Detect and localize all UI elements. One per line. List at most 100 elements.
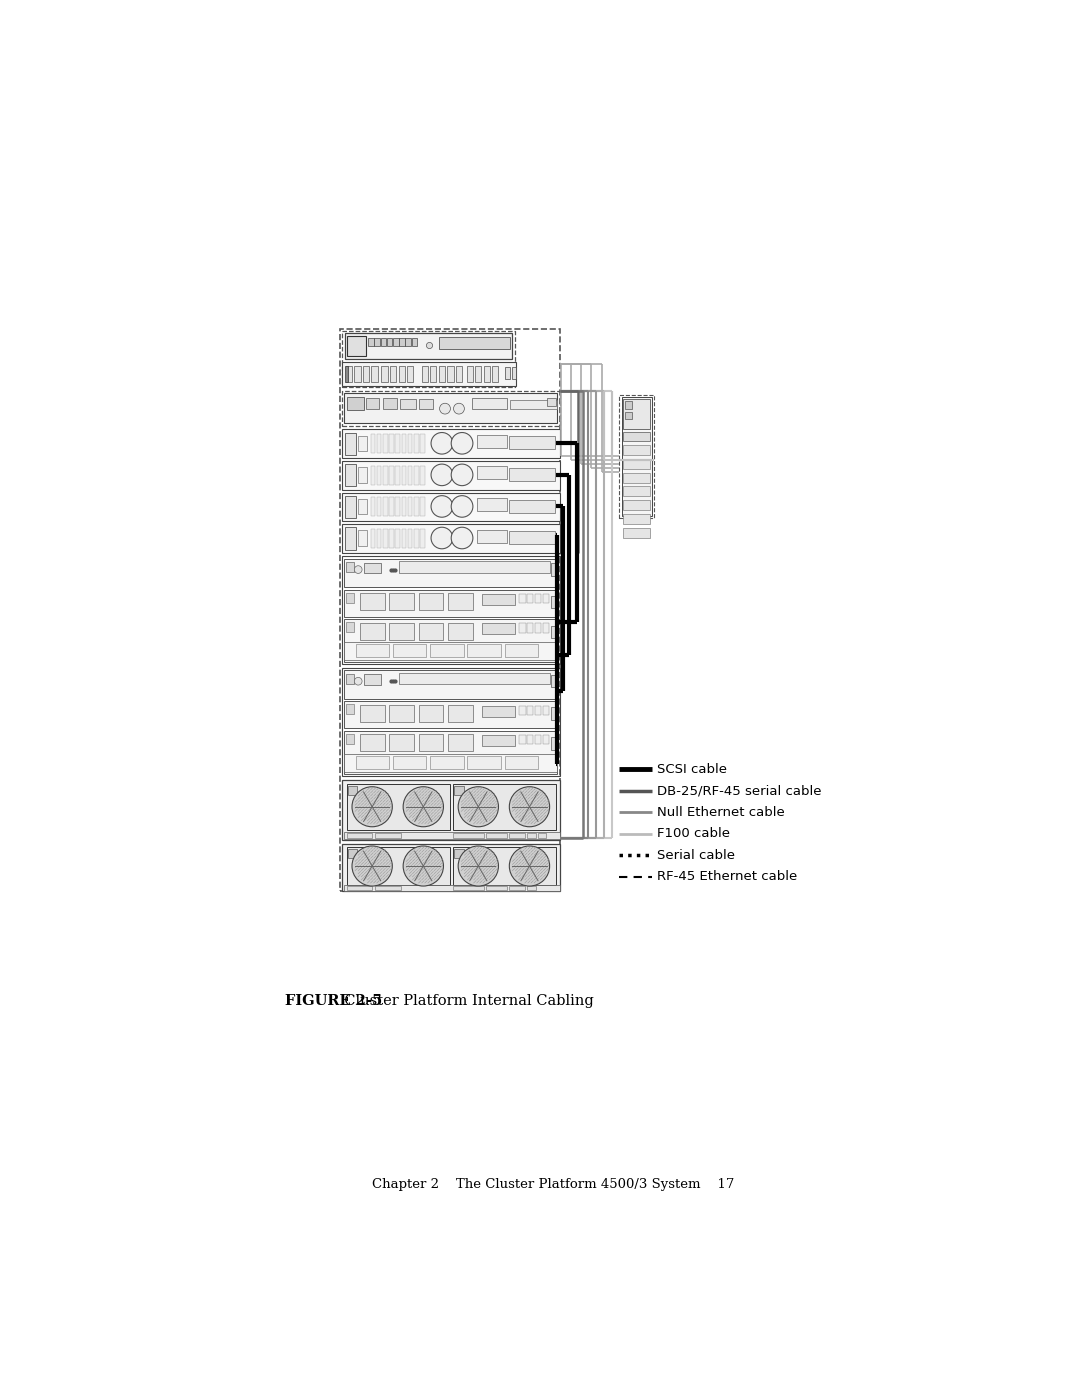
Bar: [345, 464, 356, 486]
Bar: [342, 524, 559, 553]
Bar: [345, 619, 557, 662]
Bar: [622, 397, 652, 515]
Bar: [359, 531, 367, 546]
Bar: [408, 529, 413, 548]
Bar: [345, 833, 559, 840]
Bar: [623, 528, 650, 538]
Bar: [519, 735, 526, 745]
Bar: [551, 626, 556, 638]
Bar: [375, 833, 401, 838]
Bar: [527, 886, 537, 890]
Bar: [370, 465, 375, 485]
Bar: [346, 673, 353, 683]
Bar: [482, 623, 515, 634]
Bar: [504, 756, 538, 768]
Bar: [475, 366, 482, 381]
Text: Chapter 2    The Cluster Platform 4500/3 System    17: Chapter 2 The Cluster Platform 4500/3 Sy…: [373, 1178, 734, 1190]
Bar: [408, 434, 413, 453]
Bar: [510, 436, 555, 450]
Bar: [345, 590, 557, 616]
Bar: [468, 644, 501, 658]
Bar: [377, 529, 381, 548]
Bar: [527, 705, 534, 715]
Bar: [551, 707, 556, 719]
Bar: [370, 529, 375, 548]
Bar: [383, 434, 388, 453]
Bar: [476, 529, 507, 542]
Bar: [625, 412, 632, 419]
Bar: [400, 398, 416, 409]
Bar: [389, 735, 414, 752]
Bar: [527, 735, 534, 745]
Circle shape: [431, 464, 453, 486]
Bar: [348, 397, 364, 411]
Bar: [345, 559, 557, 587]
Bar: [375, 338, 380, 345]
Bar: [430, 756, 463, 768]
Bar: [419, 623, 444, 640]
Bar: [395, 434, 400, 453]
Bar: [348, 849, 357, 858]
Bar: [448, 623, 473, 640]
Bar: [482, 705, 515, 717]
Bar: [453, 784, 556, 830]
Circle shape: [451, 496, 473, 517]
Bar: [455, 849, 463, 858]
Bar: [342, 429, 559, 458]
Circle shape: [510, 787, 550, 827]
Bar: [342, 556, 559, 665]
Bar: [345, 671, 557, 698]
Bar: [342, 391, 559, 426]
Bar: [468, 756, 501, 768]
Text: DB-25/RF-45 serial cable: DB-25/RF-45 serial cable: [657, 784, 821, 798]
Bar: [414, 465, 419, 485]
Bar: [527, 623, 534, 633]
Bar: [456, 366, 462, 381]
Bar: [407, 366, 414, 381]
Bar: [395, 497, 400, 517]
Text: Null Ethernet cable: Null Ethernet cable: [657, 806, 784, 819]
Bar: [623, 398, 650, 429]
Bar: [380, 338, 387, 345]
Bar: [453, 886, 484, 890]
Bar: [476, 497, 507, 511]
Bar: [381, 366, 388, 381]
Bar: [512, 367, 516, 380]
Bar: [347, 847, 449, 886]
Bar: [345, 366, 348, 381]
Bar: [346, 733, 353, 743]
Circle shape: [440, 404, 450, 414]
Bar: [345, 393, 557, 423]
Bar: [422, 366, 428, 381]
Bar: [414, 497, 419, 517]
Bar: [447, 366, 454, 381]
Bar: [345, 731, 557, 774]
Bar: [395, 529, 400, 548]
Bar: [484, 366, 490, 381]
Bar: [623, 486, 650, 496]
Bar: [389, 529, 394, 548]
Bar: [402, 529, 406, 548]
Bar: [359, 499, 367, 514]
Bar: [346, 622, 353, 631]
Bar: [347, 784, 449, 830]
Bar: [387, 338, 392, 345]
Bar: [347, 335, 366, 355]
Bar: [342, 780, 559, 840]
Bar: [623, 432, 650, 441]
Bar: [551, 595, 556, 608]
Circle shape: [431, 496, 453, 517]
Bar: [419, 735, 444, 752]
Bar: [535, 735, 541, 745]
Bar: [366, 398, 379, 409]
Bar: [453, 833, 484, 838]
Bar: [551, 675, 556, 687]
Bar: [389, 497, 394, 517]
Bar: [377, 465, 381, 485]
Bar: [623, 500, 650, 510]
Bar: [389, 623, 414, 640]
Bar: [400, 338, 405, 345]
Bar: [510, 531, 555, 545]
Bar: [393, 644, 427, 658]
Bar: [360, 623, 384, 640]
